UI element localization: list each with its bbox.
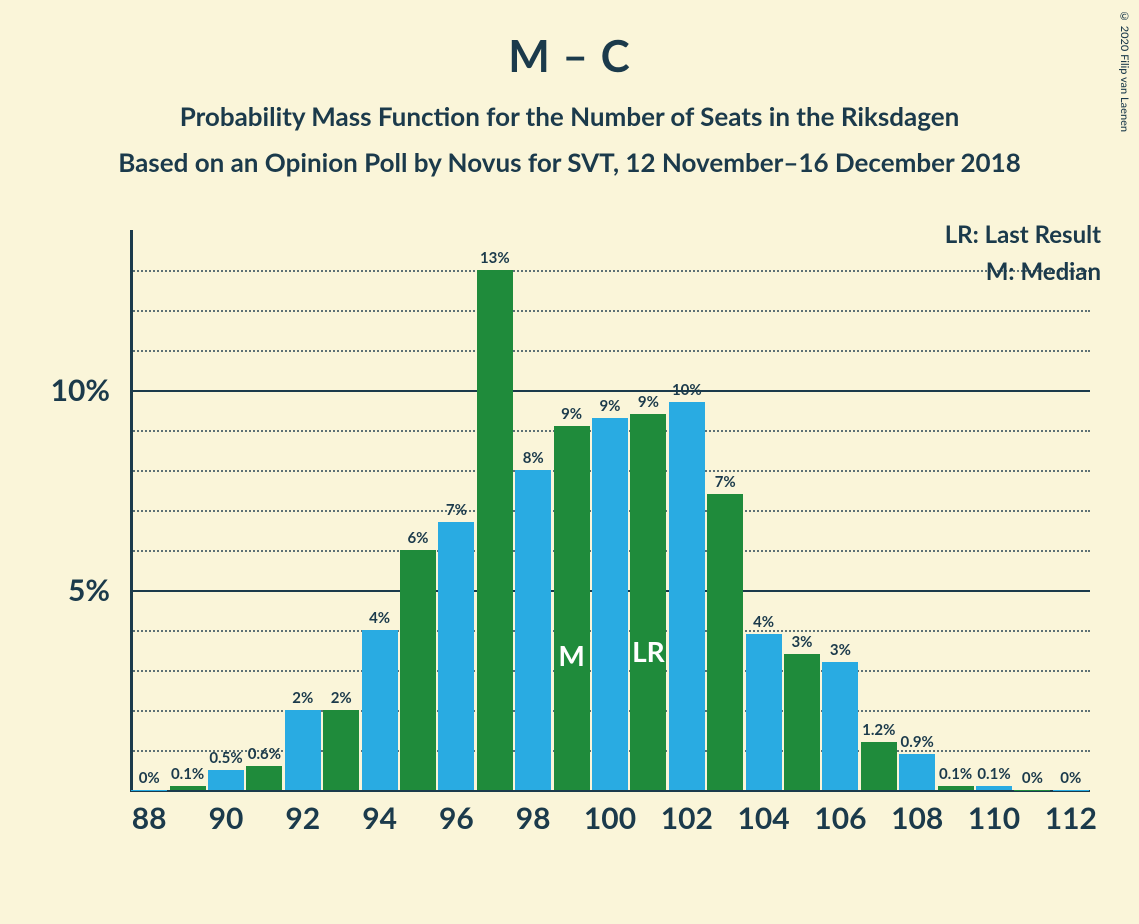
bar-value-label: 0.5% xyxy=(209,749,242,767)
y-axis-tick-label: 10% xyxy=(51,372,110,408)
x-axis-tick-label: 96 xyxy=(439,800,474,836)
x-axis-tick-label: 88 xyxy=(132,800,167,836)
chart-bar: 0.1% xyxy=(170,786,206,790)
bar-value-label: 0% xyxy=(1022,769,1043,787)
x-axis-tick-label: 112 xyxy=(1045,800,1097,836)
bar-value-label: 1.2% xyxy=(862,721,895,739)
chart-plot-area: 0%0.1%0.5%0.6%2%2%4%6%7%13%8%9%M9%9%LR10… xyxy=(130,230,1090,790)
chart-bar: 7% xyxy=(707,494,743,790)
bar-value-label: 0.9% xyxy=(901,733,934,751)
bar-value-label: 0.1% xyxy=(977,765,1010,783)
bar-value-label: 0.1% xyxy=(939,765,972,783)
copyright-text: © 2020 Filip van Laenen xyxy=(1118,10,1131,132)
chart-bar: 2% xyxy=(285,710,321,790)
chart-bar: 0% xyxy=(1014,790,1050,791)
chart-bar: 9%LR xyxy=(630,414,666,790)
chart-titles: M – C Probability Mass Function for the … xyxy=(0,0,1139,178)
chart-bar: 13% xyxy=(477,270,513,790)
chart-bar: 4% xyxy=(362,630,398,790)
y-axis-tick-label: 5% xyxy=(68,572,110,608)
x-axis-tick-label: 94 xyxy=(362,800,397,836)
bar-value-label: 9% xyxy=(599,397,620,415)
x-axis-tick-label: 110 xyxy=(968,800,1020,836)
bar-value-label: 10% xyxy=(672,381,702,399)
grid-line-baseline xyxy=(130,790,1090,792)
chart-bars: 0%0.1%0.5%0.6%2%2%4%6%7%13%8%9%M9%9%LR10… xyxy=(130,230,1090,790)
bar-value-label: 7% xyxy=(446,501,467,519)
chart-bar: 0.9% xyxy=(899,754,935,790)
chart-bar: 0.1% xyxy=(976,786,1012,790)
bar-value-label: 6% xyxy=(407,529,428,547)
chart-bar: 1.2% xyxy=(861,742,897,790)
bar-value-label: 9% xyxy=(638,393,659,411)
chart-subtitle-2: Based on an Opinion Poll by Novus for SV… xyxy=(0,146,1139,178)
x-axis-tick-label: 104 xyxy=(737,800,789,836)
chart-bar: 0% xyxy=(1053,790,1089,791)
chart-bar: 3% xyxy=(822,662,858,790)
chart-bar: 9% xyxy=(592,418,628,790)
bar-value-label: 7% xyxy=(715,473,736,491)
x-axis-tick-label: 98 xyxy=(516,800,551,836)
chart-subtitle-1: Probability Mass Function for the Number… xyxy=(0,100,1139,132)
bar-value-label: 3% xyxy=(830,641,851,659)
chart-bar: 9%M xyxy=(554,426,590,790)
bar-value-label: 3% xyxy=(791,633,812,651)
chart-bar: 8% xyxy=(515,470,551,790)
bar-value-label: 8% xyxy=(523,449,544,467)
bar-annotation: LR xyxy=(632,634,665,668)
bar-value-label: 4% xyxy=(369,609,390,627)
bar-value-label: 13% xyxy=(480,249,510,267)
bar-value-label: 4% xyxy=(753,613,774,631)
chart-title: M – C xyxy=(0,30,1139,82)
chart-bar: 0.5% xyxy=(208,770,244,790)
bar-value-label: 2% xyxy=(331,689,352,707)
chart-bar: 6% xyxy=(400,550,436,790)
x-axis-tick-label: 92 xyxy=(285,800,320,836)
chart-bar: 7% xyxy=(438,522,474,790)
chart-bar: 0.6% xyxy=(246,766,282,790)
x-axis-tick-label: 106 xyxy=(814,800,866,836)
bar-value-label: 0% xyxy=(139,769,160,787)
chart-bar: 0% xyxy=(131,790,167,791)
chart-bar: 0.1% xyxy=(938,786,974,790)
x-axis-tick-label: 108 xyxy=(891,800,943,836)
chart-bar: 10% xyxy=(669,402,705,790)
chart-bar: 3% xyxy=(784,654,820,790)
bar-value-label: 0% xyxy=(1060,769,1081,787)
bar-value-label: 9% xyxy=(561,405,582,423)
chart-bar: 2% xyxy=(323,710,359,790)
bar-value-label: 0.6% xyxy=(248,745,281,763)
bar-value-label: 0.1% xyxy=(171,765,204,783)
y-axis-labels: 5% 10% xyxy=(30,230,120,790)
x-axis-tick-label: 100 xyxy=(584,800,636,836)
x-axis-tick-label: 90 xyxy=(209,800,244,836)
bar-annotation: M xyxy=(558,638,584,672)
chart-bar: 4% xyxy=(746,634,782,790)
x-axis-tick-label: 102 xyxy=(661,800,713,836)
bar-value-label: 2% xyxy=(292,689,313,707)
